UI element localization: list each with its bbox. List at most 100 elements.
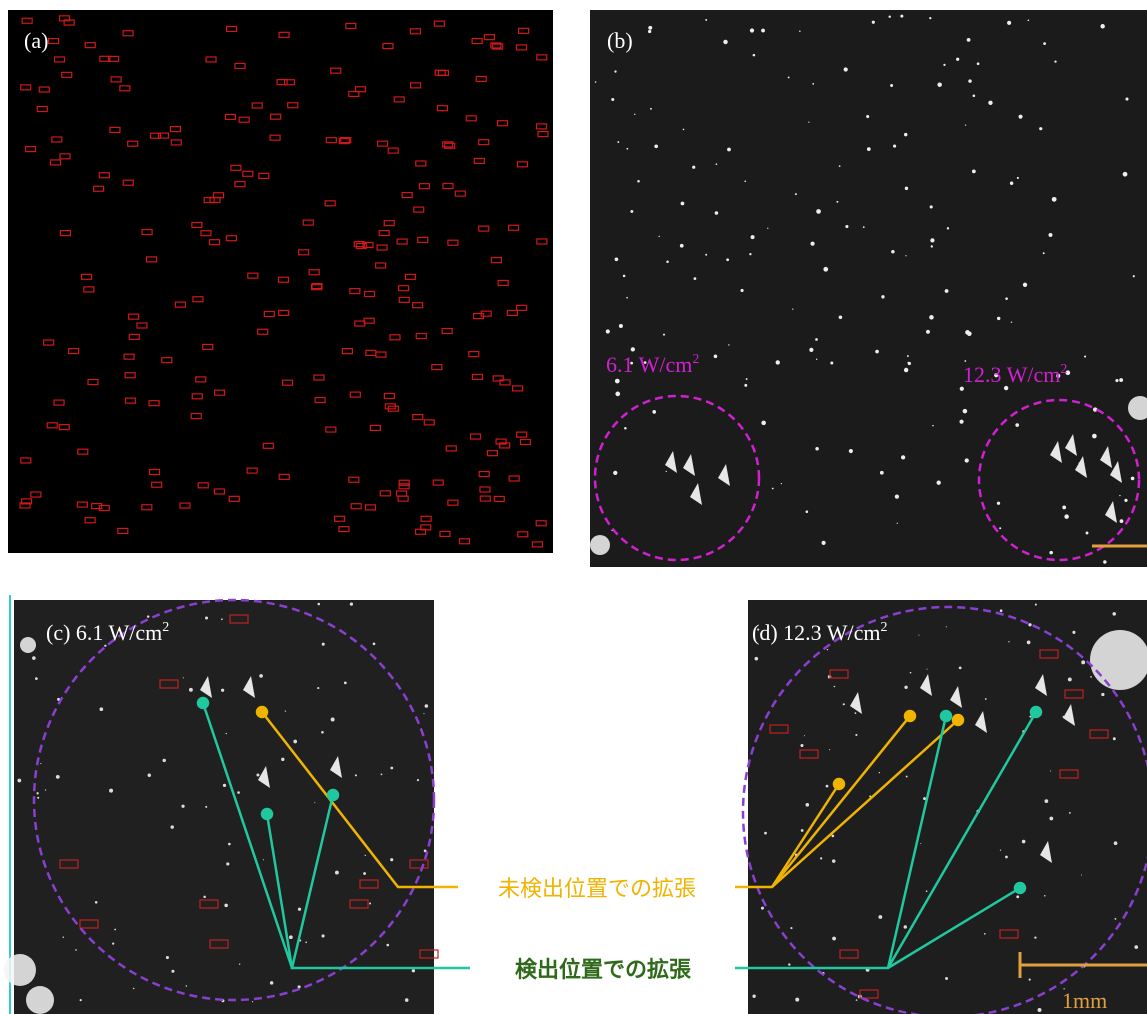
speck	[891, 250, 894, 253]
speck	[716, 163, 718, 165]
speck	[630, 210, 633, 213]
speck	[749, 253, 751, 255]
speck	[237, 791, 240, 794]
speck	[1120, 519, 1124, 523]
speck	[890, 84, 893, 87]
panel-label: (b)	[607, 28, 633, 53]
speck	[423, 713, 424, 714]
speck	[365, 855, 366, 856]
speck	[999, 527, 1001, 529]
speck	[666, 471, 667, 472]
speck	[963, 409, 968, 414]
speck	[1015, 423, 1019, 427]
speck	[619, 324, 623, 328]
speck	[1093, 407, 1097, 411]
speck	[1090, 676, 1092, 678]
dot	[257, 707, 267, 717]
speck	[806, 510, 809, 513]
speck	[977, 62, 980, 65]
panel-label: (a)	[24, 28, 48, 53]
speck	[1115, 379, 1118, 382]
power-label: 6.1 W/cm2	[606, 352, 699, 377]
speck	[694, 277, 697, 280]
speck	[904, 686, 907, 689]
speck	[595, 81, 597, 83]
speck	[611, 98, 614, 101]
speck	[790, 927, 792, 929]
speck	[906, 776, 908, 778]
speck	[795, 998, 799, 1002]
speck	[1119, 495, 1120, 496]
speck	[832, 835, 835, 838]
glow	[20, 637, 36, 653]
speck	[872, 21, 875, 24]
speck	[285, 711, 286, 712]
speck	[965, 330, 970, 335]
speck	[1048, 233, 1052, 237]
speck	[203, 896, 205, 898]
dot	[262, 809, 272, 819]
speck	[171, 825, 174, 828]
speck	[804, 735, 805, 736]
dot	[834, 779, 844, 789]
speck	[626, 297, 628, 299]
panel-label: (c) 6.1 W/cm2	[46, 620, 169, 645]
speck	[997, 317, 1000, 320]
speck	[1043, 252, 1045, 254]
speck	[832, 859, 835, 862]
speck	[1081, 874, 1082, 875]
power-text: 6.1 W/cm	[606, 352, 692, 377]
speck	[1028, 19, 1030, 21]
speck	[880, 471, 884, 475]
speck	[148, 774, 151, 777]
speck	[1029, 978, 1031, 980]
speck	[683, 129, 685, 131]
speck	[930, 238, 934, 242]
speck	[1010, 182, 1013, 185]
speck	[839, 315, 843, 319]
speck	[100, 707, 104, 711]
speck	[750, 28, 754, 32]
speck	[811, 242, 815, 246]
dot	[198, 698, 208, 708]
speck	[1115, 918, 1117, 920]
speck	[832, 937, 836, 941]
speck	[727, 148, 731, 152]
speck	[613, 471, 617, 475]
speck	[95, 901, 98, 904]
speck	[744, 384, 747, 387]
speck	[648, 26, 652, 30]
speck	[335, 871, 339, 875]
speck	[40, 763, 41, 764]
speck	[1034, 937, 1036, 939]
speck	[1052, 197, 1057, 202]
speck	[614, 70, 616, 72]
panel-label: (d) 12.3 W/cm2	[752, 620, 888, 645]
speck	[63, 937, 64, 938]
speck	[879, 772, 880, 773]
speck	[1017, 177, 1019, 179]
speck	[984, 933, 986, 935]
speck	[820, 857, 822, 859]
speck	[363, 872, 366, 875]
speck	[973, 94, 976, 97]
glow	[590, 535, 610, 555]
speck	[937, 82, 942, 87]
speck	[752, 995, 755, 998]
speck	[1114, 841, 1118, 845]
speck	[205, 806, 207, 808]
speck	[988, 101, 992, 105]
page: (a) (b) 6.1 W/cm2 12.3 W/cm2 (c) 6.1 W/c…	[0, 0, 1147, 1014]
speck	[1011, 322, 1012, 323]
label-text: (d) 12.3 W/cm	[752, 620, 881, 645]
speck	[606, 329, 610, 333]
speck	[1035, 604, 1037, 606]
speck	[744, 180, 746, 182]
speck	[1123, 172, 1128, 177]
speck	[929, 315, 934, 320]
speck	[965, 458, 969, 462]
speck	[781, 483, 782, 484]
speck	[314, 802, 315, 803]
speck	[270, 981, 273, 984]
speck	[1103, 560, 1106, 563]
